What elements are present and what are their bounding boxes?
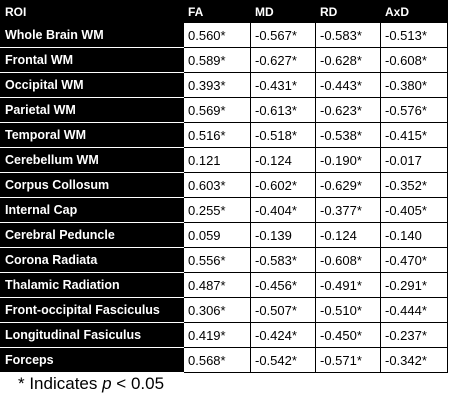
header-cell: ROI (0, 0, 184, 23)
value-cell: 0.556* (183, 247, 251, 273)
value-cell: -0.608* (315, 247, 381, 273)
value-cell: -0.124 (315, 222, 381, 248)
value-cell: 0.569* (183, 97, 251, 123)
value-cell: -0.456* (250, 272, 316, 298)
roi-cell: Whole Brain WM (0, 22, 184, 48)
value-cell: -0.538* (315, 122, 381, 148)
roi-cell: Parietal WM (0, 97, 184, 123)
value-cell: 0.560* (183, 22, 251, 48)
value-cell: -0.608* (380, 47, 448, 73)
value-cell: -0.470* (380, 247, 448, 273)
value-cell: -0.623* (315, 97, 381, 123)
value-cell: -0.629* (315, 172, 381, 198)
results-table: ROI FA MD RD AxD Whole Brain WM 0.560* -0.567*… (0, 0, 448, 373)
value-cell: 0.487* (183, 272, 251, 298)
value-cell: -0.542* (250, 347, 316, 373)
table-row: Corpus Collosum 0.603* -0.602* -0.629* -0.35… (0, 172, 448, 198)
value-cell: -0.291* (380, 272, 448, 298)
header-cell: RD (315, 0, 381, 23)
value-cell: -0.443* (315, 72, 381, 98)
roi-cell: Frontal WM (0, 47, 184, 73)
value-cell: -0.602* (250, 172, 316, 198)
table-row: Forceps 0.568* -0.542* -0.571* -0.342* (0, 347, 448, 373)
value-cell: -0.627* (250, 47, 316, 73)
value-cell: 0.121 (183, 147, 251, 173)
value-cell: 0.419* (183, 322, 251, 348)
value-cell: -0.404* (250, 197, 316, 223)
table-row: Internal Cap 0.255* -0.404* -0.377* -0.405* (0, 197, 448, 223)
header-cell: FA (183, 0, 251, 23)
table-row: Cerebral Peduncle 0.059 -0.139 -0.124 -0.140 (0, 222, 448, 248)
value-cell: 0.603* (183, 172, 251, 198)
table-row: Whole Brain WM 0.560* -0.567* -0.583* -0.513… (0, 22, 448, 48)
roi-cell: Thalamic Radiation (0, 272, 184, 298)
table-row: Corona Radiata 0.556* -0.583* -0.608* -0.470… (0, 247, 448, 273)
value-cell: -0.140 (380, 222, 448, 248)
value-cell: 0.255* (183, 197, 251, 223)
value-cell: -0.491* (315, 272, 381, 298)
footnote: * Indicates p < 0.05 (0, 374, 451, 394)
roi-cell: Cerebral Peduncle (0, 222, 184, 248)
table-body: Whole Brain WM 0.560* -0.567* -0.583* -0.513… (0, 22, 448, 373)
roi-cell: Corona Radiata (0, 247, 184, 273)
value-cell: -0.190* (315, 147, 381, 173)
value-cell: 0.568* (183, 347, 251, 373)
value-cell: -0.405* (380, 197, 448, 223)
roi-cell: Internal Cap (0, 197, 184, 223)
header-row: ROI FA MD RD AxD (0, 0, 448, 23)
value-cell: 0.059 (183, 222, 251, 248)
table-row: Frontal WM 0.589* -0.627* -0.628* -0.608* (0, 47, 448, 73)
roi-cell: Front-occipital Fasciculus (0, 297, 184, 323)
value-cell: -0.352* (380, 172, 448, 198)
table-row: Front-occipital Fasciculus 0.306* -0.507* -… (0, 297, 448, 323)
value-cell: -0.583* (315, 22, 381, 48)
value-cell: -0.444* (380, 297, 448, 323)
roi-cell: Cerebellum WM (0, 147, 184, 173)
value-cell: -0.510* (315, 297, 381, 323)
value-cell: -0.576* (380, 97, 448, 123)
value-cell: 0.306* (183, 297, 251, 323)
value-cell: -0.424* (250, 322, 316, 348)
value-cell: -0.613* (250, 97, 316, 123)
roi-cell: Forceps (0, 347, 184, 373)
roi-cell: Corpus Collosum (0, 172, 184, 198)
value-cell: 0.589* (183, 47, 251, 73)
footnote-variable: p (102, 374, 112, 393)
value-cell: -0.124 (250, 147, 316, 173)
value-cell: -0.380* (380, 72, 448, 98)
value-cell: -0.237* (380, 322, 448, 348)
value-cell: -0.628* (315, 47, 381, 73)
value-cell: 0.393* (183, 72, 251, 98)
value-cell: -0.415* (380, 122, 448, 148)
roi-cell: Occipital WM (0, 72, 184, 98)
table-row: Cerebellum WM 0.121 -0.124 -0.190* -0.017 (0, 147, 448, 173)
value-cell: -0.518* (250, 122, 316, 148)
value-cell: -0.513* (380, 22, 448, 48)
value-cell: -0.450* (315, 322, 381, 348)
roi-cell: Longitudinal Fasiculus (0, 322, 184, 348)
value-cell: -0.507* (250, 297, 316, 323)
roi-cell: Temporal WM (0, 122, 184, 148)
value-cell: -0.377* (315, 197, 381, 223)
header-cell: MD (250, 0, 316, 23)
table-row: Thalamic Radiation 0.487* -0.456* -0.491* -0… (0, 272, 448, 298)
table-row: Longitudinal Fasiculus 0.419* -0.424* -0.45… (0, 322, 448, 348)
table-row: Parietal WM 0.569* -0.613* -0.623* -0.576* (0, 97, 448, 123)
value-cell: -0.342* (380, 347, 448, 373)
footnote-prefix: * Indicates (18, 374, 103, 393)
table-row: Occipital WM 0.393* -0.431* -0.443* -0.380* (0, 72, 448, 98)
header-cell: AxD (380, 0, 448, 23)
value-cell: -0.139 (250, 222, 316, 248)
footnote-suffix: < 0.05 (111, 374, 165, 393)
value-cell: -0.017 (380, 147, 448, 173)
value-cell: -0.583* (250, 247, 316, 273)
value-cell: -0.571* (315, 347, 381, 373)
value-cell: -0.431* (250, 72, 316, 98)
value-cell: 0.516* (183, 122, 251, 148)
value-cell: -0.567* (250, 22, 316, 48)
table-row: Temporal WM 0.516* -0.518* -0.538* -0.415* (0, 122, 448, 148)
